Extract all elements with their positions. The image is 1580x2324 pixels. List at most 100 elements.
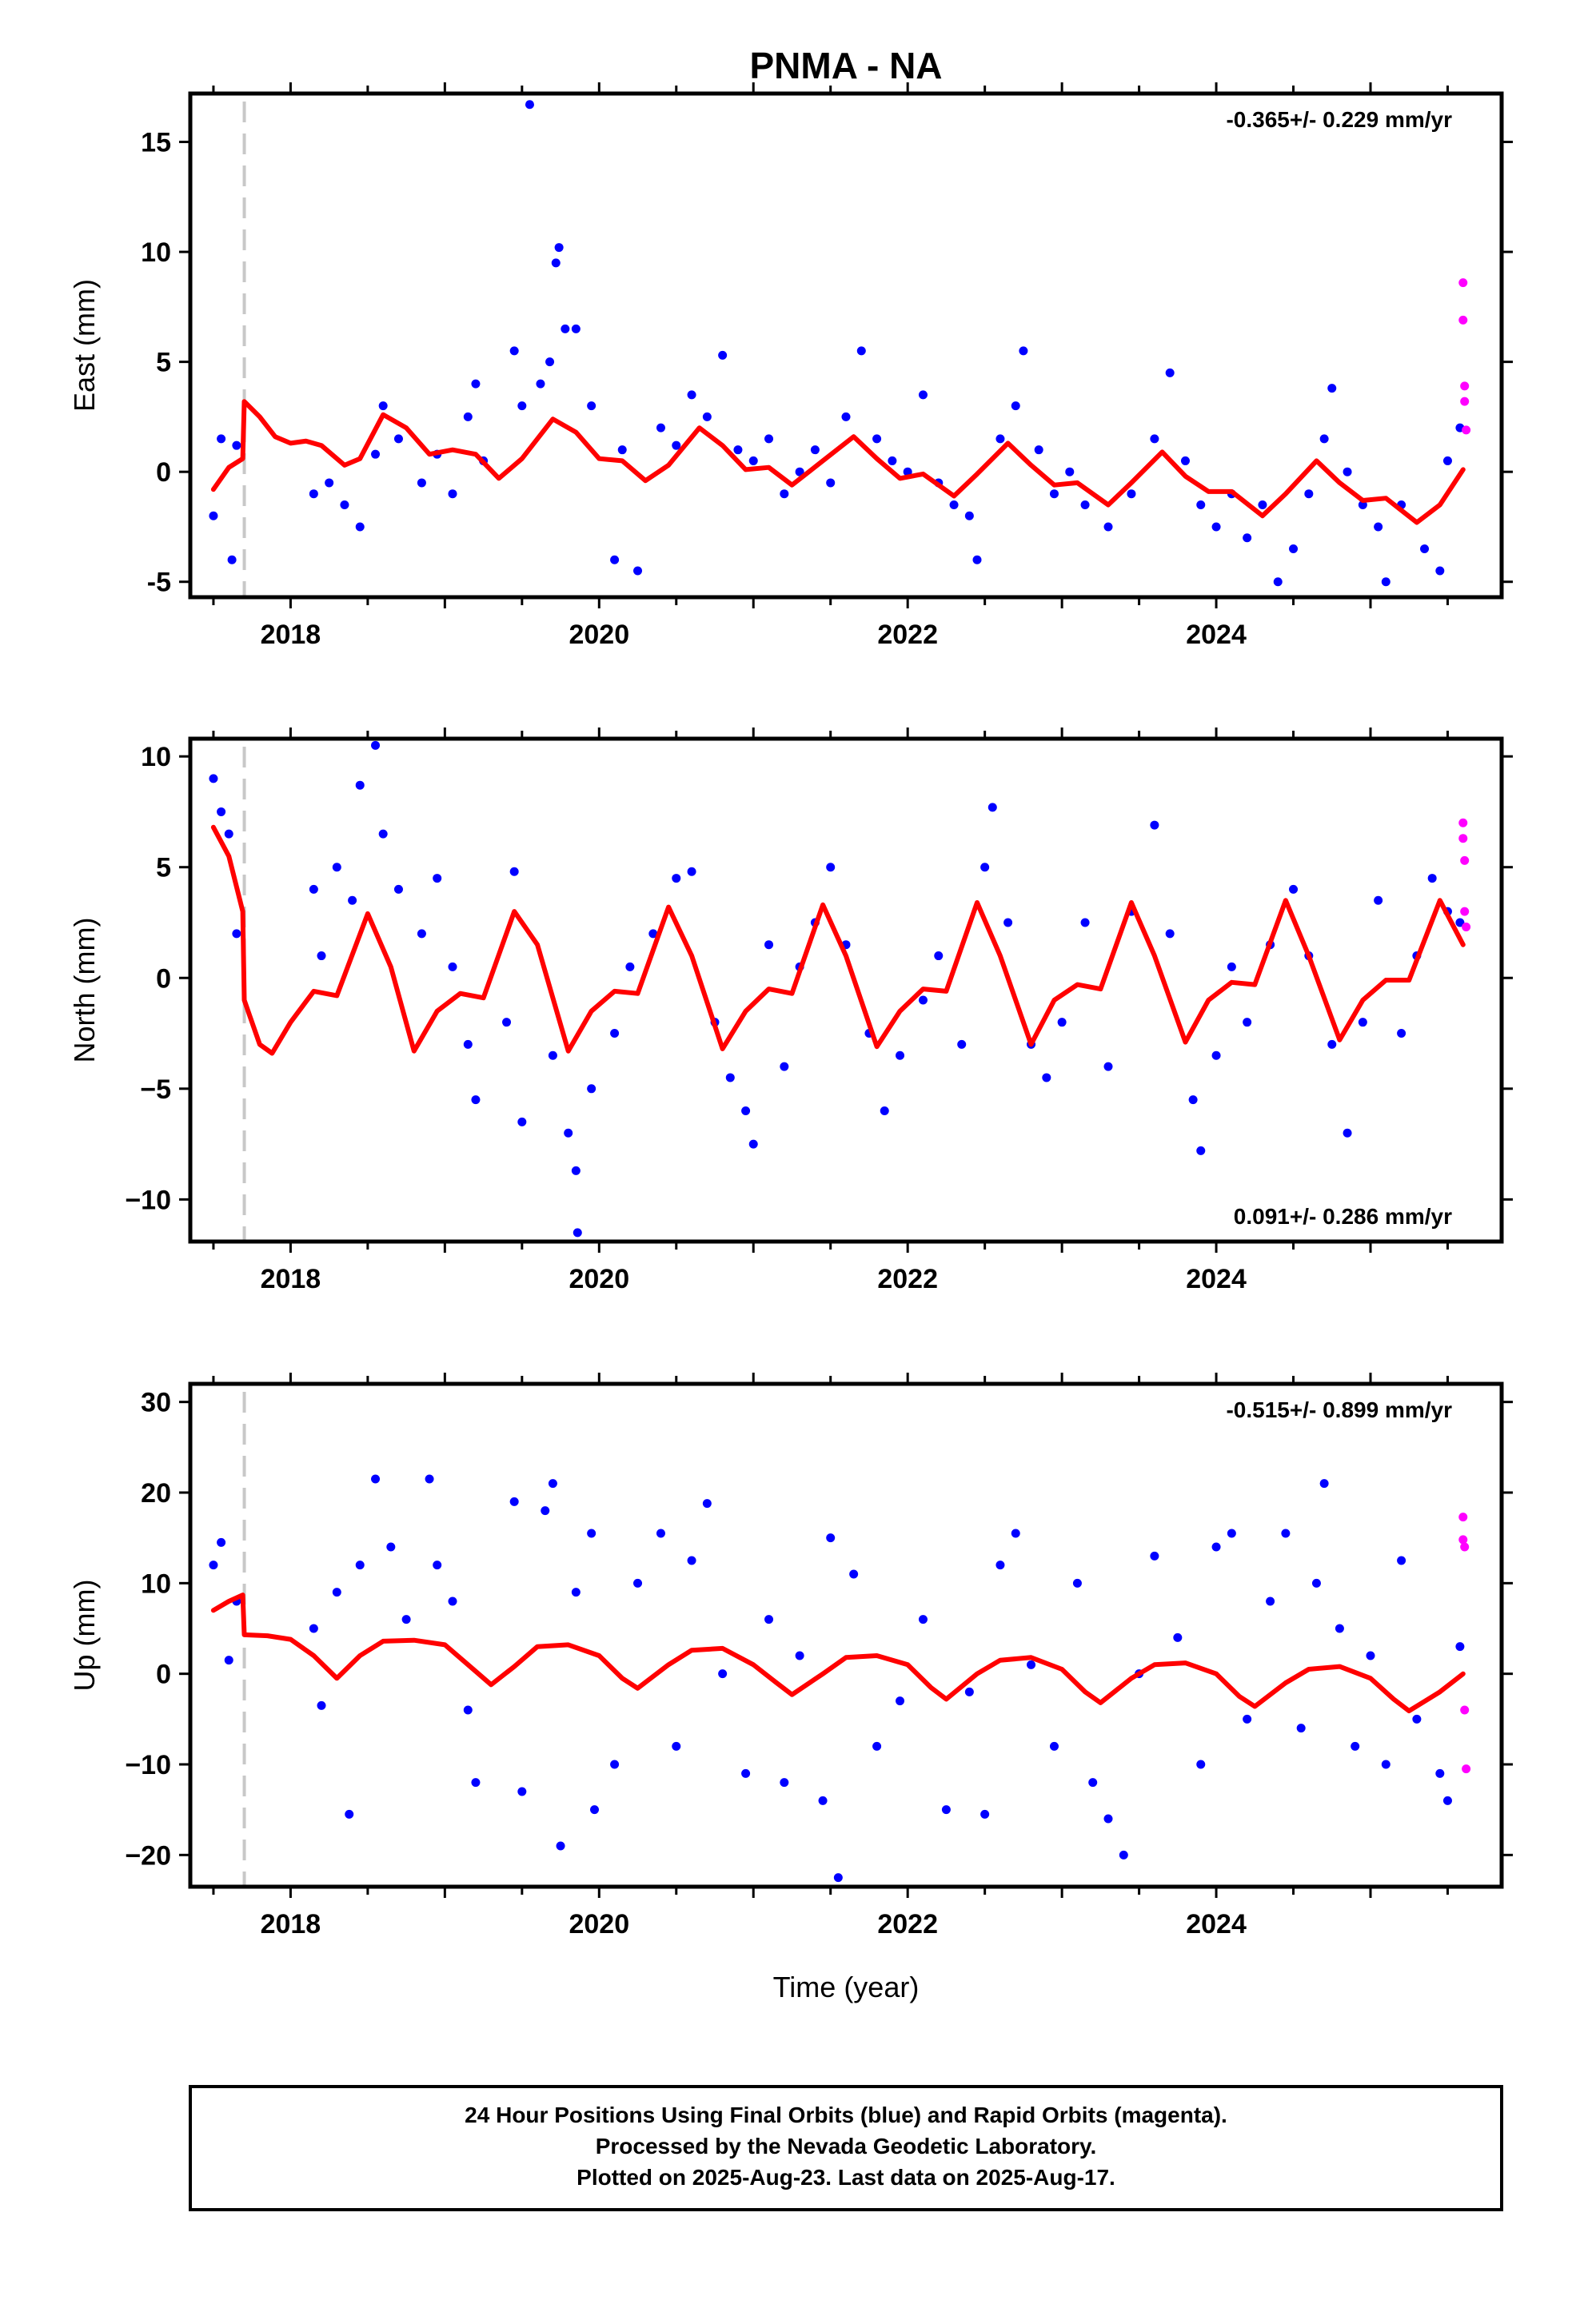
up-final-orbit-point-12 <box>425 1474 434 1484</box>
east-final-orbit-point-18 <box>517 401 527 411</box>
east-final-orbit-point-46 <box>903 467 912 476</box>
east-final-orbit-point-69 <box>1273 577 1283 587</box>
north-final-orbit-point-51 <box>1057 1018 1067 1027</box>
east-final-orbit-point-62 <box>1165 368 1175 377</box>
north-final-orbit-point-71 <box>1427 874 1437 883</box>
up-final-orbit-point-62 <box>1281 1529 1291 1538</box>
east-final-orbit-point-22 <box>551 258 561 268</box>
up-y-tick-label: 10 <box>141 1569 171 1599</box>
up-final-orbit-point-72 <box>1435 1768 1445 1778</box>
east-final-orbit-point-49 <box>949 500 959 509</box>
east-x-tick-label: 2022 <box>877 620 938 650</box>
up-final-orbit-point-67 <box>1351 1741 1360 1751</box>
up-final-orbit-point-7 <box>345 1809 354 1819</box>
east-final-orbit-point-7 <box>355 522 365 532</box>
up-final-orbit-point-18 <box>517 1787 527 1796</box>
footer-frame <box>189 2085 1503 2211</box>
up-final-orbit-point-69 <box>1381 1760 1390 1769</box>
east-final-orbit-point-43 <box>856 346 866 356</box>
east-final-orbit-point-9 <box>378 401 388 411</box>
up-final-orbit-point-1 <box>217 1537 226 1547</box>
north-final-orbit-point-59 <box>1211 1050 1221 1060</box>
east-x-tick-label: 2024 <box>1186 620 1247 650</box>
north-final-orbit-point-3 <box>232 929 241 939</box>
north-final-orbit-point-17 <box>502 1018 512 1027</box>
north-y-axis-label: North (mm) <box>68 918 101 1063</box>
up-final-orbit-point-28 <box>672 1741 681 1751</box>
up-final-orbit-point-10 <box>386 1542 396 1552</box>
up-final-orbit-point-32 <box>741 1768 751 1778</box>
footer-line-2: Processed by the Nevada Geodetic Laborat… <box>596 2134 1097 2159</box>
north-y-tick-label: 0 <box>156 963 171 994</box>
east-final-orbit-point-24 <box>561 324 570 333</box>
north-final-orbit-point-13 <box>433 874 442 883</box>
up-final-orbit-point-38 <box>833 1873 843 1883</box>
north-rapid-orbit-point-3 <box>1460 907 1470 916</box>
north-final-orbit-point-29 <box>687 867 696 876</box>
up-final-orbit-point-24 <box>590 1805 600 1815</box>
east-final-orbit-point-31 <box>672 440 681 450</box>
up-data-layer <box>209 1474 1471 1883</box>
east-model-line <box>210 399 1466 525</box>
north-final-orbit-point-63 <box>1289 884 1299 894</box>
north-y-tick-label: 10 <box>141 742 171 772</box>
east-final-orbit-point-58 <box>1080 500 1090 509</box>
up-final-orbit-point-22 <box>571 1588 581 1597</box>
north-final-orbit-point-15 <box>463 1039 473 1049</box>
north-x-tick-label: 2022 <box>877 1264 938 1294</box>
up-final-orbit-point-19 <box>541 1506 550 1516</box>
east-final-orbit-point-10 <box>393 434 403 444</box>
up-final-orbit-point-31 <box>718 1669 728 1679</box>
east-final-orbit-point-0 <box>209 511 218 520</box>
east-final-orbit-point-27 <box>610 555 620 564</box>
up-final-orbit-point-17 <box>509 1497 519 1506</box>
up-final-orbit-point-49 <box>1049 1741 1059 1751</box>
footer-line-1: 24 Hour Positions Using Final Orbits (bl… <box>465 2103 1227 2127</box>
north-plot-area <box>190 739 1502 1242</box>
north-final-orbit-point-20 <box>548 1050 557 1060</box>
footer-line-3: Plotted on 2025-Aug-23. Last data on 202… <box>577 2165 1115 2190</box>
east-final-orbit-point-68 <box>1258 500 1267 509</box>
east-final-orbit-point-53 <box>1011 401 1020 411</box>
up-final-orbit-point-63 <box>1296 1724 1306 1733</box>
north-final-orbit-point-48 <box>1003 918 1013 927</box>
east-final-orbit-point-1 <box>217 434 226 444</box>
north-data-layer <box>209 740 1471 1238</box>
east-final-orbit-point-57 <box>1065 467 1075 476</box>
east-final-orbit-point-77 <box>1381 577 1390 587</box>
x-axis-label: Time (year) <box>773 1971 920 2003</box>
east-plot-area <box>190 94 1502 597</box>
up-final-orbit-point-55 <box>1150 1551 1159 1561</box>
east-final-orbit-point-8 <box>371 449 381 459</box>
up-final-orbit-point-25 <box>610 1760 620 1769</box>
north-final-orbit-point-2 <box>224 829 233 839</box>
up-final-orbit-point-23 <box>587 1529 596 1538</box>
north-x-tick-label: 2024 <box>1186 1264 1247 1294</box>
north-final-orbit-point-22 <box>571 1166 581 1175</box>
east-final-orbit-point-45 <box>888 456 897 465</box>
east-final-orbit-point-33 <box>702 412 712 421</box>
north-final-orbit-point-43 <box>918 995 928 1005</box>
east-final-orbit-point-64 <box>1196 500 1206 509</box>
north-final-orbit-point-61 <box>1243 1018 1252 1027</box>
east-final-orbit-point-54 <box>1019 346 1028 356</box>
north-y-tick-label: 5 <box>156 853 171 883</box>
north-final-orbit-point-24 <box>587 1084 596 1094</box>
up-x-tick-label: 2018 <box>261 1909 321 1939</box>
east-final-orbit-point-56 <box>1049 489 1059 499</box>
east-rapid-orbit-point-3 <box>1460 397 1470 406</box>
up-final-orbit-point-71 <box>1412 1714 1422 1724</box>
up-final-orbit-point-14 <box>448 1597 457 1606</box>
east-rapid-orbit-point-1 <box>1458 315 1468 325</box>
up-rate-label: -0.515+/- 0.899 mm/yr <box>1226 1397 1452 1422</box>
up-final-orbit-point-21 <box>556 1841 565 1851</box>
up-final-orbit-point-68 <box>1366 1651 1375 1660</box>
north-final-orbit-point-41 <box>880 1106 889 1116</box>
up-final-orbit-point-11 <box>401 1615 411 1624</box>
up-final-orbit-point-51 <box>1088 1778 1098 1788</box>
up-rapid-orbit-point-4 <box>1462 1764 1471 1774</box>
east-rapid-orbit-point-2 <box>1460 381 1470 391</box>
up-y-tick-label: 0 <box>156 1660 171 1690</box>
north-final-orbit-point-16 <box>471 1095 481 1105</box>
north-final-orbit-point-10 <box>378 829 388 839</box>
